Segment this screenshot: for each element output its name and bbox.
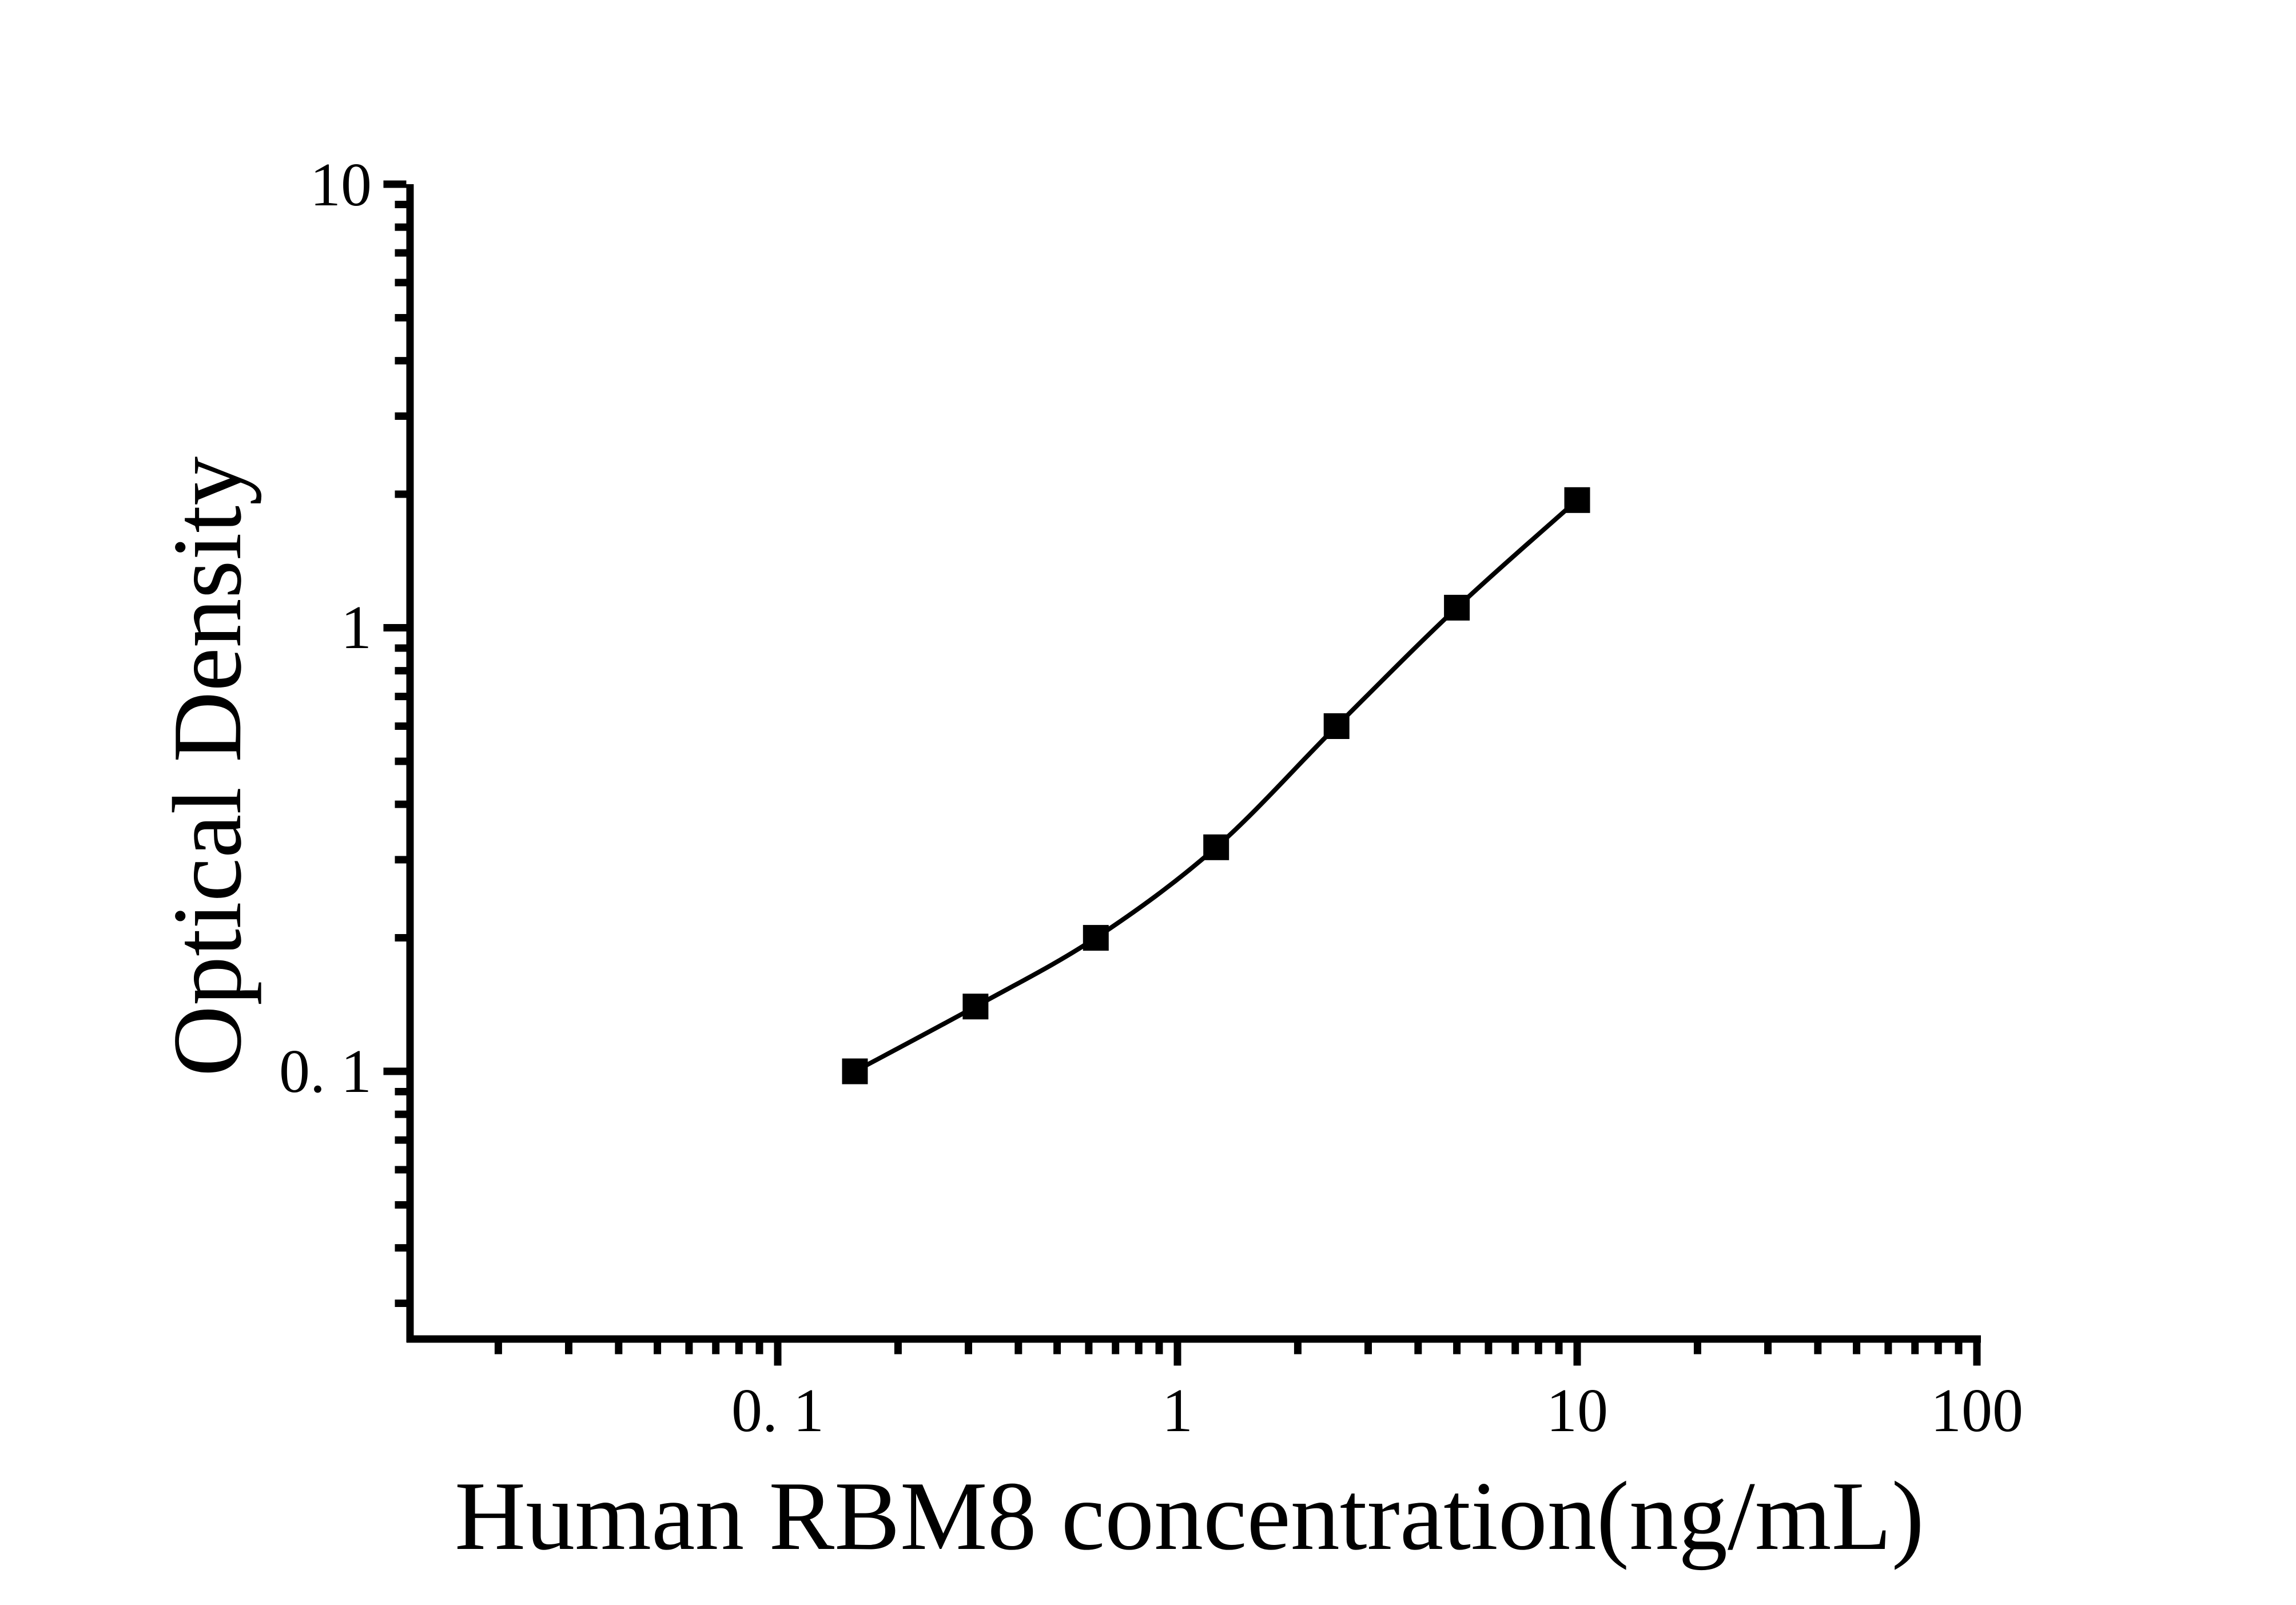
data-series: [842, 487, 1590, 1084]
data-point-marker: [1083, 925, 1109, 951]
x-tick-label-1: 1: [1162, 1377, 1193, 1445]
y-tick-label-10: 10: [310, 151, 372, 219]
x-axis: [407, 1335, 1981, 1366]
y-tick-label-1: 1: [341, 594, 372, 662]
data-point-marker: [842, 1058, 868, 1084]
data-point-marker: [1203, 834, 1229, 860]
y-tick-label-0p1: 0. 1: [279, 1038, 372, 1106]
x-tick-label-100: 100: [1931, 1377, 2023, 1445]
data-point-marker: [1323, 713, 1350, 739]
x-axis-title: Human RBM8 concentration(ng/mL): [455, 1462, 1924, 1571]
data-point-marker: [1564, 487, 1590, 513]
x-tick-label-10: 10: [1546, 1377, 1608, 1445]
curve-line: [854, 498, 1579, 1074]
y-axis: [383, 180, 414, 1342]
data-point-marker: [1444, 594, 1470, 621]
x-tick-label-0p1: 0. 1: [731, 1377, 824, 1445]
y-axis-title: Optical Density: [153, 456, 262, 1076]
data-point-marker: [962, 994, 989, 1020]
